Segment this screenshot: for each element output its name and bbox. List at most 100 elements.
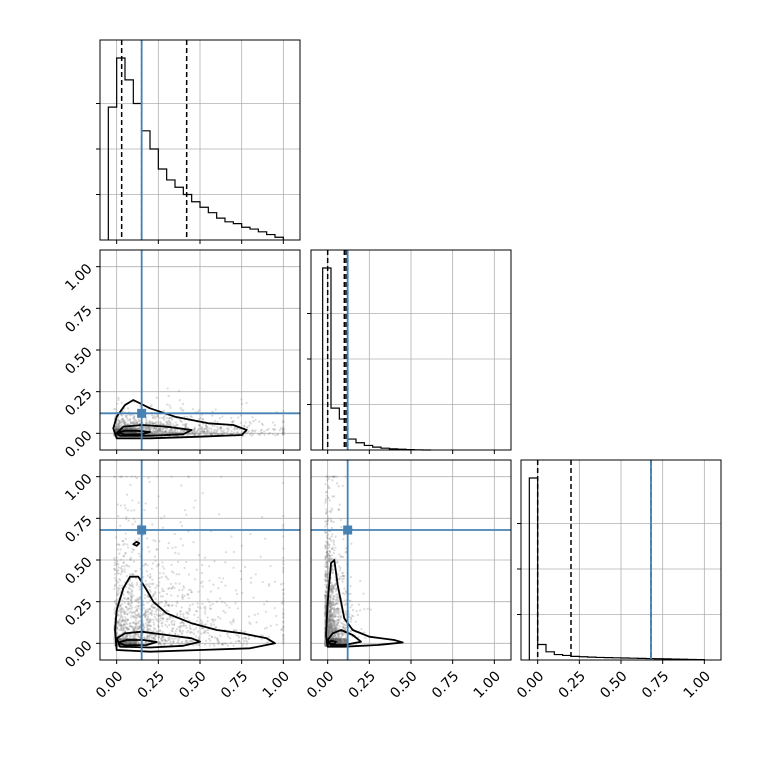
scatter-point	[161, 565, 164, 568]
scatter-point	[176, 612, 179, 615]
scatter-point	[144, 427, 148, 430]
scatter-point	[157, 614, 160, 617]
scatter-point	[152, 582, 155, 585]
scatter-point	[144, 422, 148, 425]
scatter-point	[342, 625, 345, 628]
scatter-point	[327, 626, 330, 629]
scatter-point	[156, 429, 160, 433]
scatter-point	[336, 610, 339, 613]
scatter-point	[126, 613, 129, 616]
scatter-point	[220, 433, 224, 436]
scatter-point	[343, 587, 346, 590]
scatter-point	[339, 518, 343, 522]
scatter-point	[328, 618, 331, 622]
scatter-point	[274, 434, 277, 437]
scatter-point	[230, 535, 233, 538]
scatter-point	[200, 632, 203, 635]
scatter-point	[131, 499, 134, 502]
scatter-point	[162, 611, 165, 614]
scatter-point	[328, 555, 331, 558]
scatter-point	[160, 619, 163, 622]
scatter-point	[267, 427, 270, 431]
scatter-point	[133, 415, 136, 418]
scatter-point	[127, 592, 131, 595]
scatter-point	[198, 424, 201, 427]
scatter-point	[130, 607, 133, 610]
scatter-point	[177, 552, 180, 555]
scatter-point	[125, 626, 128, 629]
scatter-point	[161, 595, 164, 598]
scatter-point	[125, 516, 128, 519]
scatter-point	[151, 422, 154, 425]
scatter-point	[123, 623, 126, 626]
scatter-point	[144, 637, 147, 640]
scatter-point	[126, 618, 130, 621]
scatter-point	[167, 610, 170, 613]
scatter-point	[282, 624, 285, 627]
scatter-point	[331, 598, 335, 601]
scatter-point	[115, 426, 118, 429]
scatter-point	[161, 621, 164, 624]
scatter-point	[134, 616, 137, 619]
scatter-point	[194, 609, 198, 613]
scatter-point	[342, 538, 345, 541]
scatter-point	[184, 424, 187, 427]
scatter-point	[161, 427, 164, 431]
scatter-point	[135, 583, 138, 586]
scatter-point	[130, 614, 133, 617]
scatter-point	[142, 604, 145, 607]
scatter-point	[282, 612, 285, 615]
scatter-point	[129, 600, 133, 603]
scatter-point	[332, 541, 335, 544]
scatter-point	[217, 587, 220, 590]
scatter-point	[164, 429, 167, 433]
scatter-point	[278, 429, 281, 432]
scatter-point	[129, 583, 132, 587]
scatter-point	[145, 417, 148, 421]
scatter-point	[194, 627, 198, 630]
scatter-point	[212, 643, 215, 646]
scatter-point	[137, 601, 141, 604]
scatter-point	[134, 570, 137, 573]
scatter-point	[117, 543, 120, 546]
scatter-point	[247, 637, 251, 640]
scatter-point	[333, 475, 337, 478]
scatter-point	[121, 623, 125, 626]
scatter-panel-2-0	[96, 459, 301, 664]
scatter-point	[340, 634, 343, 637]
scatter-point	[117, 563, 120, 566]
scatter-point	[126, 633, 130, 636]
scatter-point	[330, 539, 333, 542]
scatter-point	[119, 590, 122, 594]
scatter-point	[340, 621, 343, 624]
scatter-point	[137, 642, 141, 645]
scatter-point	[155, 420, 158, 424]
scatter-point	[136, 625, 139, 628]
scatter-point	[191, 433, 194, 436]
scatter-point	[122, 628, 125, 631]
scatter-point	[180, 606, 183, 609]
scatter-point	[256, 612, 260, 615]
scatter-point	[124, 625, 127, 628]
scatter-point	[146, 624, 149, 627]
scatter-point	[166, 618, 170, 621]
scatter-point	[215, 600, 218, 603]
scatter-point	[324, 609, 327, 612]
scatter-point	[344, 633, 347, 636]
scatter-point	[136, 427, 140, 430]
scatter-point	[354, 620, 357, 623]
scatter-point	[343, 593, 346, 596]
scatter-point	[165, 640, 168, 643]
scatter-point	[153, 426, 156, 430]
scatter-point	[167, 637, 170, 640]
scatter-point	[339, 611, 342, 614]
scatter-point	[206, 430, 209, 433]
scatter-point	[126, 591, 129, 594]
scatter-point	[360, 628, 363, 631]
scatter-point	[120, 424, 123, 427]
scatter-point	[202, 430, 205, 433]
scatter-point	[188, 608, 192, 611]
scatter-point	[223, 601, 226, 604]
scatter-point	[337, 573, 340, 576]
scatter-point	[196, 630, 200, 633]
